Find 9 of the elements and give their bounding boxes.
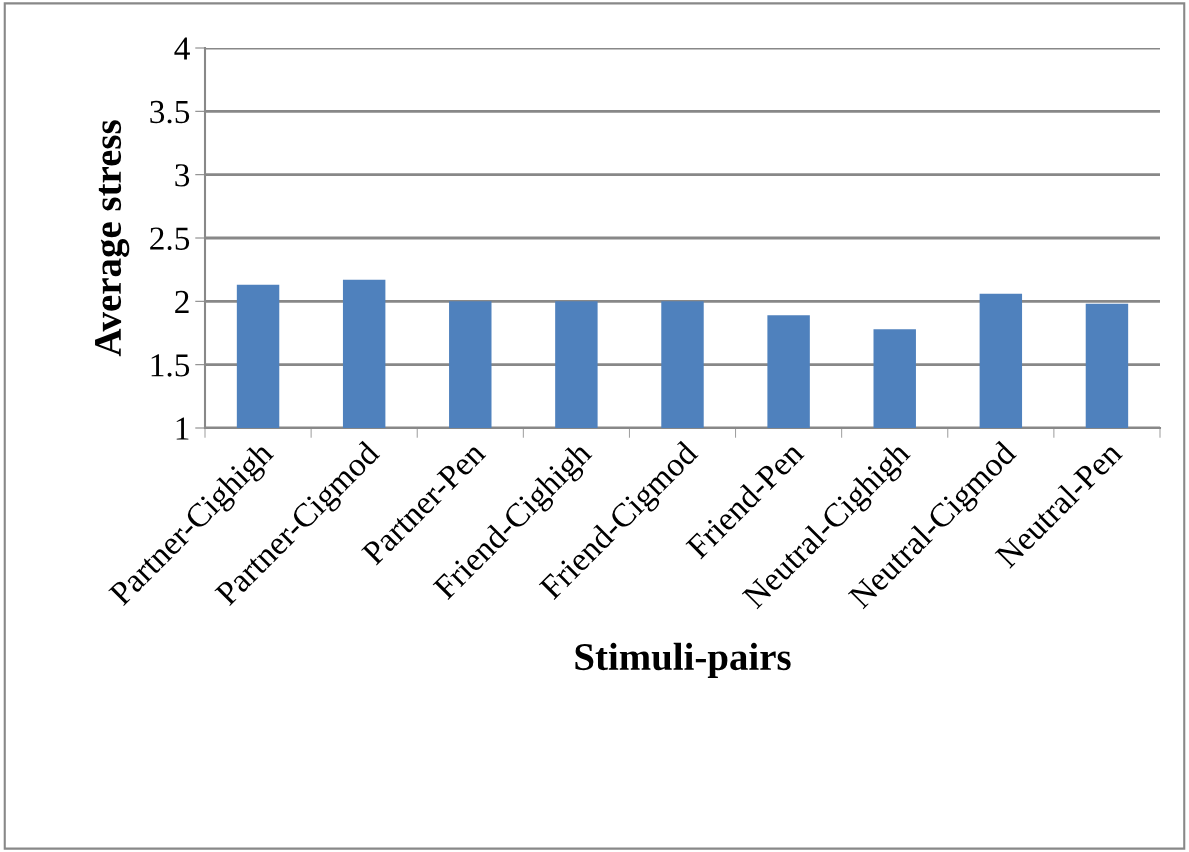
- y-tick-label: 4: [174, 37, 190, 60]
- y-tick-label: 3.5: [150, 100, 190, 124]
- y-tick-label: 2.5: [150, 227, 190, 251]
- y-axis-title: Average stress: [95, 120, 130, 357]
- y-tick-label: 1.5: [151, 354, 190, 377]
- x-axis-title: Stimuli-pairs: [575, 642, 791, 679]
- y-tick-label: 1: [176, 417, 189, 440]
- y-tick-label: 3: [175, 164, 190, 187]
- y-tick-label: 2: [175, 290, 189, 313]
